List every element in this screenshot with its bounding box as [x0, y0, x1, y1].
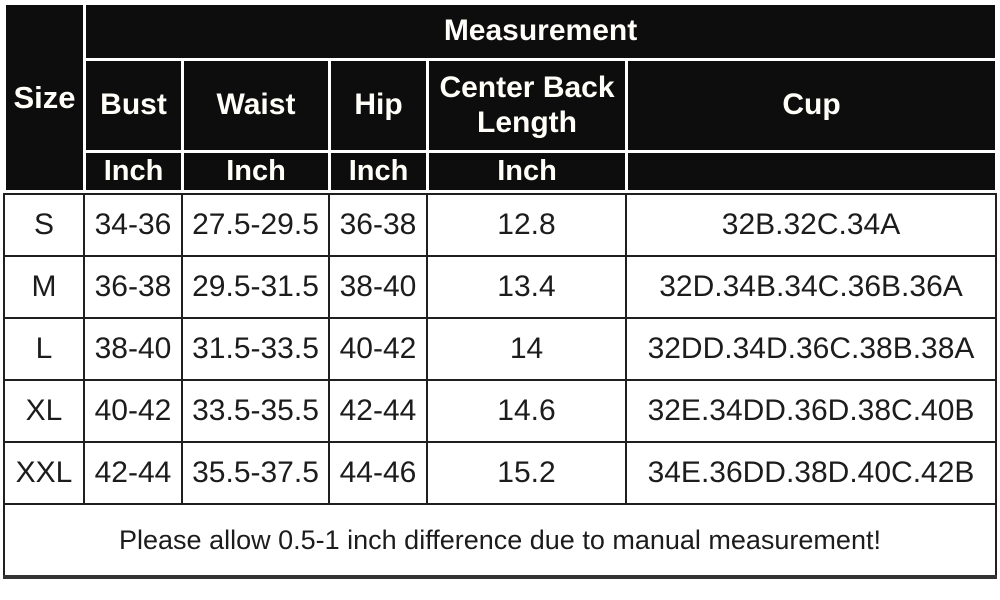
cell-cup: 32B.32C.34A: [625, 193, 997, 257]
column-header-waist: Waist: [181, 58, 331, 153]
size-corner-header: Size: [3, 2, 86, 193]
unit-header-cup-empty: [624, 150, 999, 193]
cell-waist: 29.5-31.5: [181, 255, 330, 319]
cell-waist: 33.5-35.5: [181, 379, 330, 443]
cell-size: M: [3, 255, 85, 319]
size-chart-header: Size Measurement Bust Waist Hip Center B…: [3, 2, 999, 193]
cell-hip: 44-46: [328, 441, 428, 505]
cell-waist: 27.5-29.5: [181, 193, 330, 257]
cell-size: S: [3, 193, 85, 257]
column-header-bust: Bust: [83, 58, 184, 153]
cell-size: XL: [3, 379, 85, 443]
cell-bust: 36-38: [83, 255, 183, 319]
unit-header-bust: Inch: [83, 150, 184, 193]
cell-bust: 42-44: [83, 441, 183, 505]
cell-hip: 36-38: [328, 193, 428, 257]
size-row-m: M 36-38 29.5-31.5 38-40 13.4 32D.34B.34C…: [3, 255, 997, 319]
cell-bust: 40-42: [83, 379, 183, 443]
cell-center-back-length: 14: [426, 317, 627, 381]
size-chart-body: S 34-36 27.5-29.5 36-38 12.8 32B.32C.34A…: [3, 193, 997, 579]
cell-hip: 40-42: [328, 317, 428, 381]
cell-hip: 38-40: [328, 255, 428, 319]
cell-center-back-length: 12.8: [426, 193, 627, 257]
cell-hip: 42-44: [328, 379, 428, 443]
cell-bust: 38-40: [83, 317, 183, 381]
measurement-group-header: Measurement: [82, 2, 999, 61]
size-row-xl: XL 40-42 33.5-35.5 42-44 14.6 32E.34DD.3…: [3, 379, 997, 443]
cell-cup: 32E.34DD.36D.38C.40B: [625, 379, 997, 443]
cell-waist: 35.5-37.5: [181, 441, 330, 505]
size-row-s: S 34-36 27.5-29.5 36-38 12.8 32B.32C.34A: [3, 193, 997, 257]
cell-center-back-length: 13.4: [426, 255, 627, 319]
size-row-xxl: XXL 42-44 35.5-37.5 44-46 15.2 34E.36DD.…: [3, 441, 997, 505]
unit-header-hip: Inch: [328, 150, 429, 193]
column-header-hip: Hip: [328, 58, 429, 153]
cell-waist: 31.5-33.5: [181, 317, 330, 381]
cell-cup: 34E.36DD.38D.40C.42B: [625, 441, 997, 505]
size-row-l: L 38-40 31.5-33.5 40-42 14 32DD.34D.36C.…: [3, 317, 997, 381]
cell-center-back-length: 14.6: [426, 379, 627, 443]
cell-bust: 34-36: [83, 193, 183, 257]
cell-size: L: [3, 317, 85, 381]
cell-cup: 32D.34B.34C.36B.36A: [625, 255, 997, 319]
column-header-cup: Cup: [624, 58, 999, 153]
unit-header-waist: Inch: [181, 150, 331, 193]
footnote-row: Please allow 0.5-1 inch difference due t…: [3, 503, 997, 579]
cell-cup: 32DD.34D.36C.38B.38A: [625, 317, 997, 381]
column-header-center-back-length: Center Back Length: [426, 58, 628, 153]
cell-size: XXL: [3, 441, 85, 505]
unit-header-center-back-length: Inch: [426, 150, 628, 193]
size-chart: Size Measurement Bust Waist Hip Center B…: [3, 2, 999, 579]
cell-center-back-length: 15.2: [426, 441, 627, 505]
measurement-footnote: Please allow 0.5-1 inch difference due t…: [3, 503, 997, 579]
